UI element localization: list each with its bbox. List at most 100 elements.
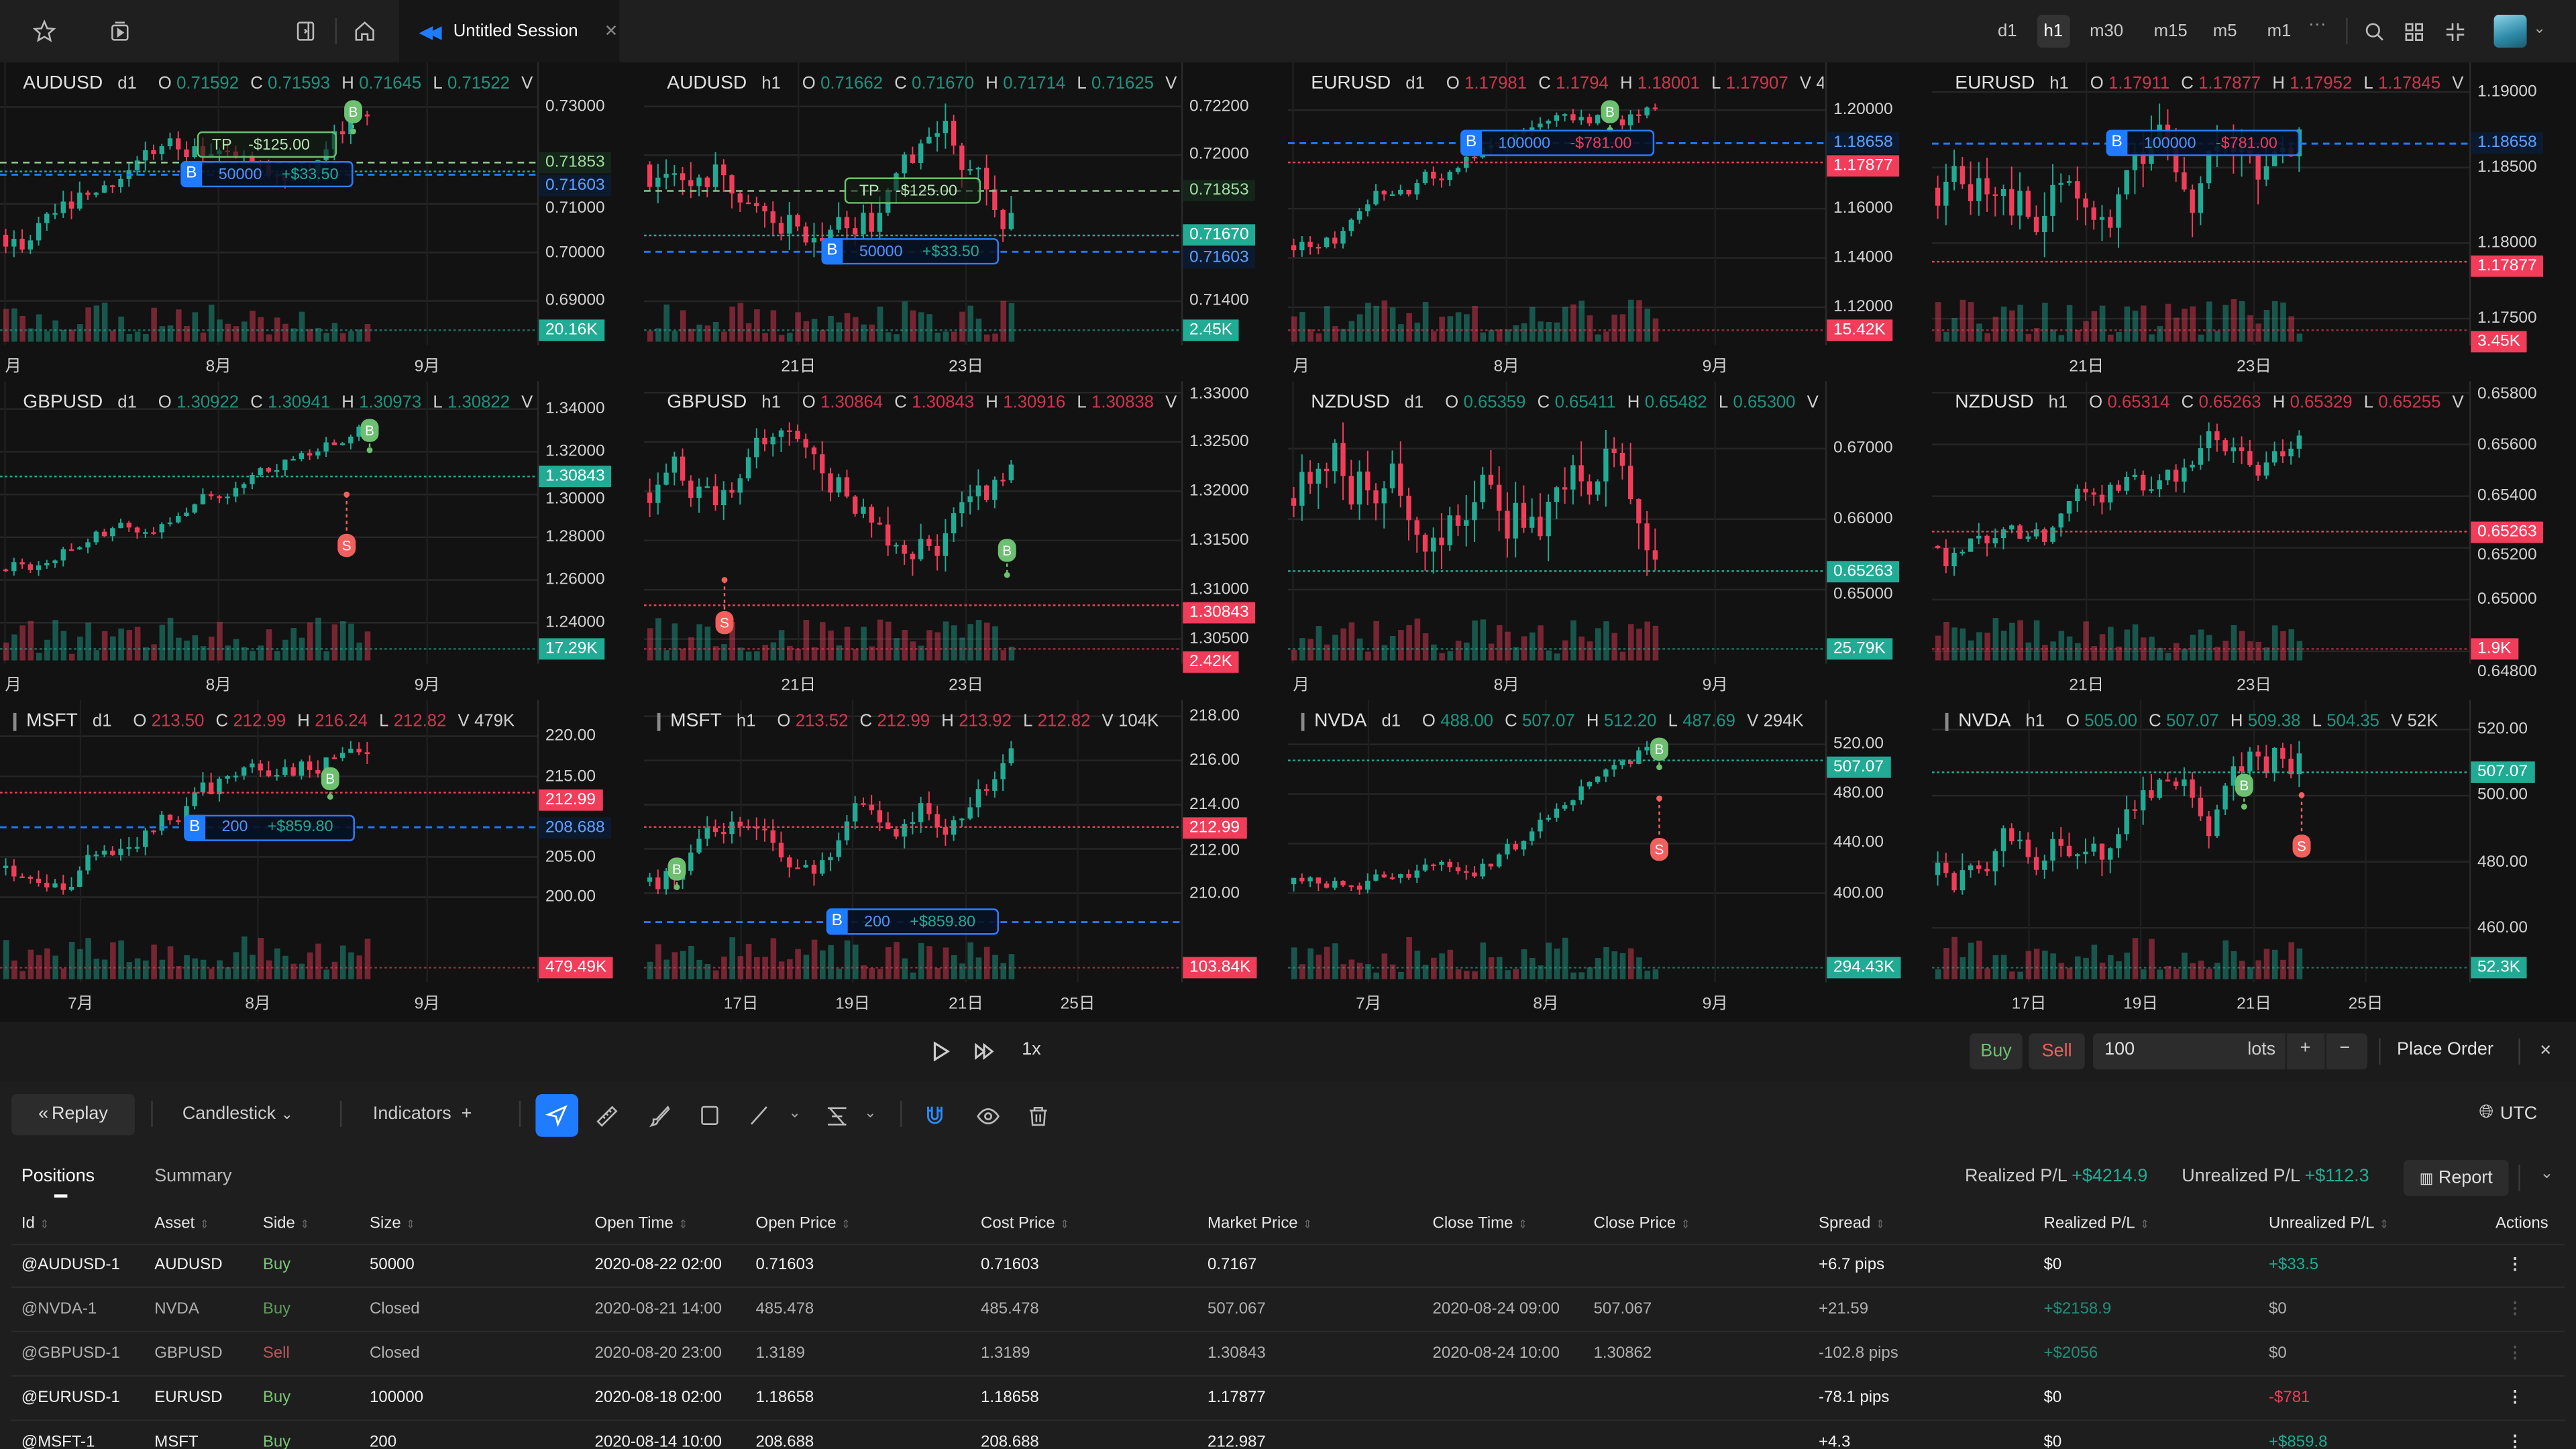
- play-icon[interactable]: [930, 1040, 953, 1063]
- chart-panel-eurusd-d1[interactable]: B B 100000 -$781.00 EURUSD d1 O 1.17981 C 1.1794 H…: [1288, 62, 1932, 381]
- column-header-cost-price[interactable]: Cost Price ⇕: [981, 1215, 1069, 1233]
- column-header-side[interactable]: Side ⇕: [263, 1215, 310, 1233]
- chart-panel-gbpusd-d1[interactable]: B S GBPUSD d1 O 1.30922 C 1.30941 H 1.30973 L 1.308…: [0, 381, 644, 700]
- chart-panel-gbpusd-h1[interactable]: S B GBPUSD h1 O 1.30864 C 1.30843 H 1.30916 L 1.308…: [644, 381, 1288, 700]
- symbol-name[interactable]: GBPUSD: [23, 392, 103, 413]
- sell-marker[interactable]: S: [2292, 835, 2311, 858]
- buy-marker[interactable]: B: [360, 419, 379, 442]
- sort-icon[interactable]: ⇕: [199, 1220, 209, 1232]
- buy-marker[interactable]: B: [998, 539, 1016, 562]
- chart-plot-area[interactable]: [1288, 381, 1827, 664]
- pattern-tools-chevron-down-icon[interactable]: ⌄: [864, 1104, 877, 1121]
- symbol-name[interactable]: NVDA: [1958, 711, 2011, 731]
- chart-panel-nvda-d1[interactable]: B S NVDA d1 O 488.00 C 507.07 H 512.20 L 487.69 V 294…: [1288, 700, 1932, 1018]
- close-tab-icon[interactable]: ✕: [604, 22, 619, 41]
- sell-marker[interactable]: S: [337, 533, 356, 557]
- column-header-id[interactable]: Id ⇕: [21, 1215, 50, 1233]
- sort-icon[interactable]: ⇕: [406, 1220, 416, 1232]
- chart-plot-area[interactable]: B B 50000 +$33.50 TP -$125.00: [0, 62, 539, 345]
- timeframe-d1[interactable]: d1: [1997, 21, 2017, 42]
- chart-type-dropdown[interactable]: Candlestick ⌄: [182, 1104, 293, 1124]
- quantity-input[interactable]: 100: [2104, 1040, 2135, 1060]
- home-icon[interactable]: [352, 18, 378, 44]
- chart-panel-nzdusd-d1[interactable]: NZDUSD d1 O 0.65359 C 0.65411 H 0.65482 L 0.65300…: [1288, 381, 1932, 700]
- sell-marker[interactable]: S: [715, 611, 734, 635]
- collapse-panel-chevron-icon[interactable]: ⌄: [2540, 1165, 2554, 1183]
- sell-button[interactable]: Sell: [2029, 1033, 2085, 1070]
- tab-summary[interactable]: Summary: [154, 1166, 232, 1187]
- star-icon[interactable]: [32, 18, 58, 44]
- chart-plot-area[interactable]: B B 100000 -$781.00: [1288, 62, 1827, 345]
- sort-icon[interactable]: ⇕: [300, 1220, 310, 1232]
- timezone-button[interactable]: 🌐︎ UTC: [2479, 1102, 2538, 1124]
- account-chevron-down-icon[interactable]: ⌄: [2533, 19, 2546, 36]
- ruler-icon[interactable]: [593, 1102, 619, 1128]
- chart-panel-eurusd-h1[interactable]: B 100000 -$781.00 EURUSD h1 O 1.17911 C 1.17877 H…: [1932, 62, 2576, 381]
- column-header-market-price[interactable]: Market Price ⇕: [1208, 1215, 1312, 1233]
- sort-icon[interactable]: ⇕: [1680, 1220, 1690, 1232]
- chart-panel-audusd-d1[interactable]: B B 50000 +$33.50 TP -$125.00 AUDUSD d1 O 0.71592…: [0, 62, 644, 381]
- buy-marker[interactable]: B: [1650, 737, 1668, 761]
- session-tab[interactable]: ◀◀ Untitled Session ✕: [399, 0, 620, 63]
- sort-icon[interactable]: ⇕: [841, 1220, 851, 1232]
- row-actions-menu[interactable]: ⋮: [2507, 1344, 2524, 1363]
- eye-icon[interactable]: [974, 1102, 1000, 1128]
- decrement-button[interactable]: −: [2339, 1038, 2351, 1059]
- sort-icon[interactable]: ⇕: [1875, 1220, 1886, 1232]
- chart-panel-nzdusd-h1[interactable]: NZDUSD h1 O 0.65314 C 0.65263 H 0.65329 L 0.65255…: [1932, 381, 2576, 700]
- avatar[interactable]: [2493, 15, 2527, 48]
- sort-icon[interactable]: ⇕: [2379, 1220, 2390, 1232]
- chart-plot-area[interactable]: B 50000 +$33.50 TP -$125.00: [644, 62, 1183, 345]
- report-button[interactable]: ▥ Report: [2403, 1159, 2509, 1196]
- sort-icon[interactable]: ⇕: [40, 1220, 50, 1232]
- sort-icon[interactable]: ⇕: [1517, 1220, 1528, 1232]
- symbol-name[interactable]: GBPUSD: [667, 392, 747, 413]
- column-header-spread[interactable]: Spread ⇕: [1819, 1215, 1885, 1233]
- sidebar-toggle-icon[interactable]: [292, 18, 319, 44]
- position-order-audusd[interactable]: B 50000 +$33.50: [821, 238, 999, 265]
- symbol-name[interactable]: NZDUSD: [1311, 392, 1390, 413]
- chart-panel-msft-d1[interactable]: B B 200 +$859.80 MSFT d1 O 213.50 C 212.99 H 216.24…: [0, 700, 644, 1018]
- sort-icon[interactable]: ⇕: [2139, 1220, 2150, 1232]
- close-order-bar-icon[interactable]: ×: [2540, 1038, 2552, 1062]
- position-order-msft[interactable]: B 200 +$859.80: [184, 814, 355, 841]
- buy-marker[interactable]: B: [1601, 100, 1619, 123]
- symbol-name[interactable]: AUDUSD: [23, 74, 103, 94]
- replay-button[interactable]: «Replay: [11, 1094, 135, 1136]
- chart-plot-area[interactable]: B 100000 -$781.00: [1932, 62, 2471, 345]
- symbol-name[interactable]: NVDA: [1314, 711, 1367, 731]
- fast-forward-icon[interactable]: [973, 1040, 996, 1063]
- tab-positions[interactable]: Positions: [21, 1166, 95, 1187]
- symbol-name[interactable]: NZDUSD: [1955, 392, 2034, 413]
- sort-icon[interactable]: ⇕: [1303, 1220, 1313, 1232]
- line-tools-chevron-down-icon[interactable]: ⌄: [788, 1104, 801, 1121]
- chart-panel-audusd-h1[interactable]: B 50000 +$33.50 TP -$125.00 AUDUSD h1 O 0.71662 C…: [644, 62, 1288, 381]
- row-actions-menu[interactable]: ⋮: [2507, 1300, 2524, 1319]
- column-header-open-price[interactable]: Open Price ⇕: [756, 1215, 851, 1233]
- column-header-close-price[interactable]: Close Price ⇕: [1594, 1215, 1690, 1233]
- row-actions-menu[interactable]: ⋮: [2507, 1256, 2524, 1275]
- sell-marker[interactable]: S: [1650, 837, 1668, 861]
- chart-panel-msft-h1[interactable]: B B 200 +$859.80 MSFT h1 O 213.52 C 212.99 H 213.92…: [644, 700, 1288, 1018]
- timeframe-m5[interactable]: m5: [2212, 21, 2237, 42]
- symbol-name[interactable]: MSFT: [26, 711, 78, 731]
- layout-grid-icon[interactable]: [2400, 18, 2426, 44]
- buy-marker[interactable]: B: [2235, 773, 2253, 797]
- symbol-name[interactable]: EURUSD: [1311, 74, 1391, 94]
- indicators-button[interactable]: Indicators +: [373, 1104, 472, 1124]
- timeframe-m15[interactable]: m15: [2153, 21, 2188, 42]
- column-header-realized-p-l[interactable]: Realized P/L ⇕: [2044, 1215, 2150, 1233]
- trash-icon[interactable]: [1025, 1102, 1051, 1128]
- place-order-button[interactable]: Place Order: [2397, 1040, 2493, 1060]
- sort-icon[interactable]: ⇕: [678, 1220, 688, 1232]
- search-icon[interactable]: [2361, 18, 2387, 44]
- position-order-msft[interactable]: B 200 +$859.80: [826, 908, 999, 936]
- brush-icon[interactable]: [645, 1102, 672, 1128]
- chart-panel-nvda-h1[interactable]: B S NVDA h1 O 505.00 C 507.07 H 509.38 L 504.35 V 52K…: [1932, 700, 2576, 1018]
- position-order-eurusd[interactable]: B 100000 -$781.00: [2106, 130, 2300, 157]
- column-header-size[interactable]: Size ⇕: [370, 1215, 415, 1233]
- increment-button[interactable]: +: [2300, 1038, 2311, 1059]
- compress-icon[interactable]: [2441, 18, 2467, 44]
